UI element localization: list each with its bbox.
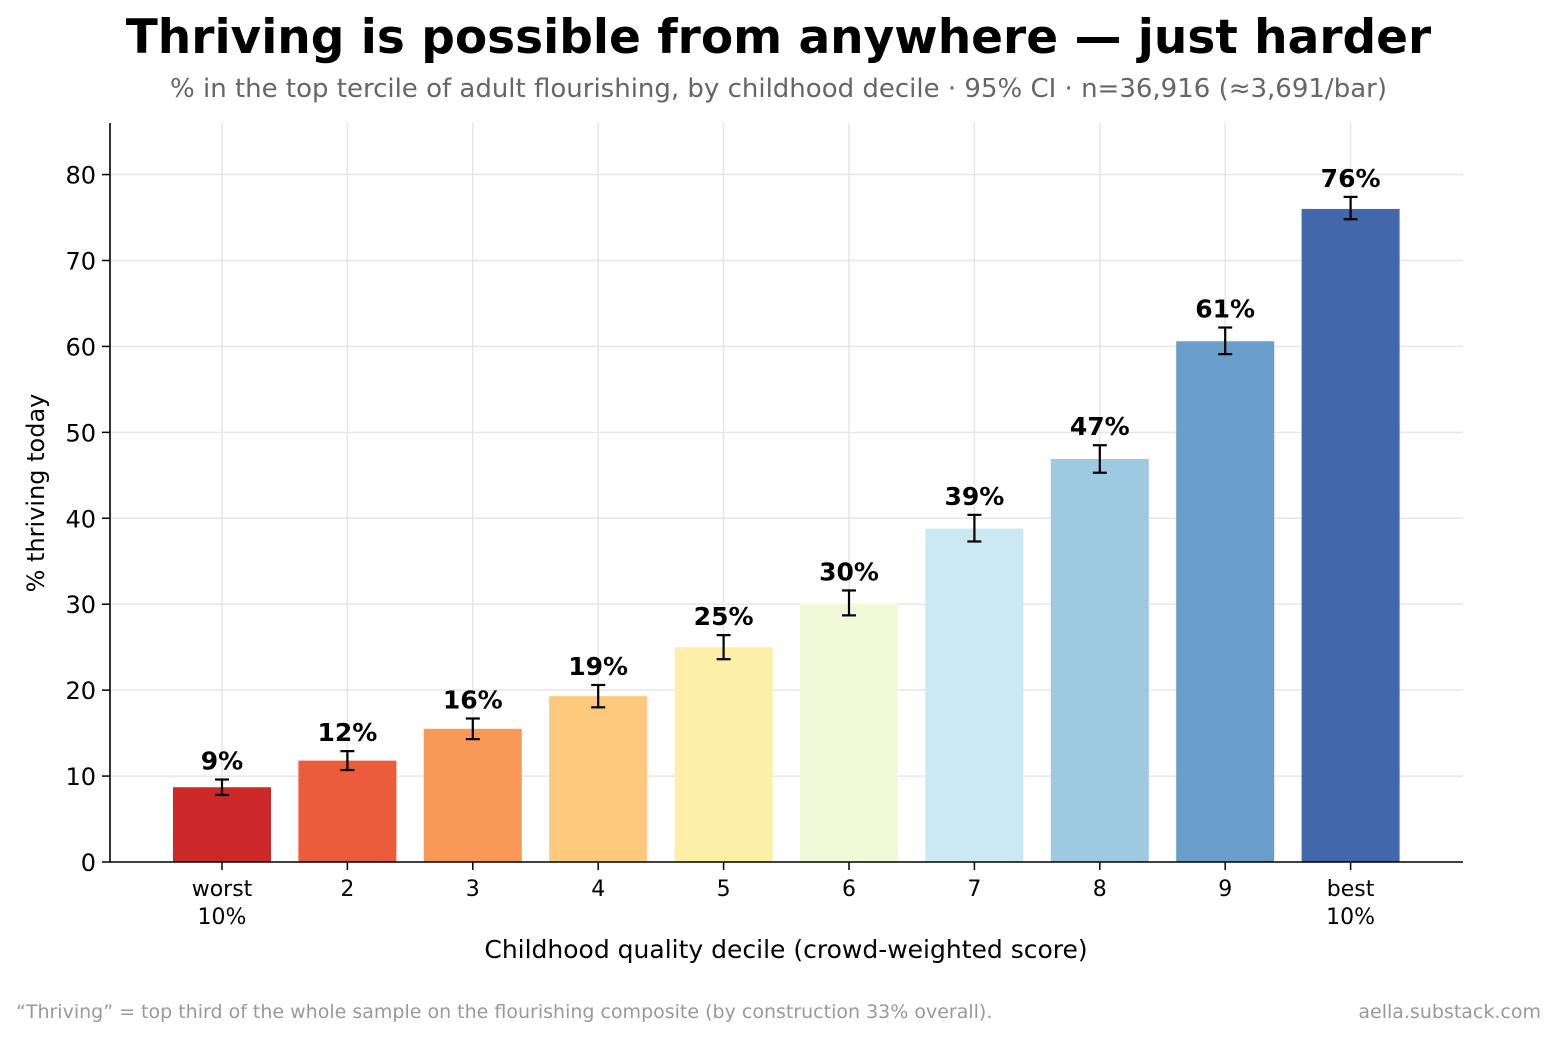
bars [173, 208, 1400, 862]
data-label: 9% [201, 747, 243, 776]
data-labels: 9% 12% 16% 19% 25% 30% 39% 47% 61% 76% [201, 164, 1381, 776]
x-ticks: worst 10% 2 3 4 5 6 7 8 9 best 10% [192, 862, 1375, 930]
x-tick-label: 6 [842, 877, 856, 902]
data-label: 76% [1321, 164, 1381, 193]
bar [173, 787, 271, 862]
x-tick-label: worst [192, 877, 253, 902]
x-tick-label: 2 [340, 877, 354, 902]
y-ticks: 0 10 20 30 40 50 60 70 80 [65, 162, 110, 877]
y-tick-label: 60 [65, 333, 96, 361]
y-tick-label: 70 [65, 247, 96, 275]
footnote: “Thriving” = top third of the whole samp… [16, 1001, 993, 1023]
bar [298, 760, 397, 862]
x-tick-label: best [1327, 877, 1375, 902]
data-label: 19% [568, 652, 628, 681]
x-tick-label: 7 [967, 877, 981, 902]
bar [925, 528, 1024, 862]
data-label: 39% [944, 482, 1004, 511]
y-tick-label: 50 [65, 419, 96, 447]
x-tick-label: 4 [591, 877, 605, 902]
x-tick-label: 10% [198, 905, 247, 930]
bar [1301, 208, 1400, 862]
x-tick-label: 8 [1093, 877, 1107, 902]
x-tick-label: 5 [717, 877, 731, 902]
y-tick-label: 80 [65, 162, 96, 190]
data-label: 47% [1070, 412, 1130, 441]
bar [549, 696, 648, 862]
y-tick-label: 20 [65, 677, 96, 705]
data-label: 61% [1195, 295, 1255, 324]
x-tick-label: 3 [466, 877, 480, 902]
y-tick-label: 40 [65, 505, 96, 533]
data-label: 30% [819, 557, 879, 586]
y-tick-label: 30 [65, 591, 96, 619]
data-label: 12% [317, 718, 377, 747]
data-label: 16% [443, 685, 503, 714]
bar [1050, 458, 1149, 862]
chart-title: Thriving is possible from anywhere — jus… [125, 10, 1432, 65]
y-axis-label: % thriving today [22, 394, 50, 593]
y-tick-label: 10 [65, 763, 96, 791]
source-credit: aella.substack.com [1358, 1001, 1541, 1023]
x-axis-label: Childhood quality decile (crowd-weighted… [484, 935, 1087, 964]
axes [109, 123, 1463, 863]
error-bars [215, 195, 1358, 797]
x-tick-label: 9 [1218, 877, 1232, 902]
bar [800, 603, 898, 862]
bar [423, 728, 522, 862]
data-label: 25% [694, 602, 754, 631]
x-tick-label: 10% [1326, 905, 1375, 930]
bar [1176, 341, 1275, 862]
bar [674, 647, 773, 862]
y-tick-label: 0 [81, 849, 96, 877]
chart-subtitle: % in the top tercile of adult flourishin… [170, 74, 1387, 104]
